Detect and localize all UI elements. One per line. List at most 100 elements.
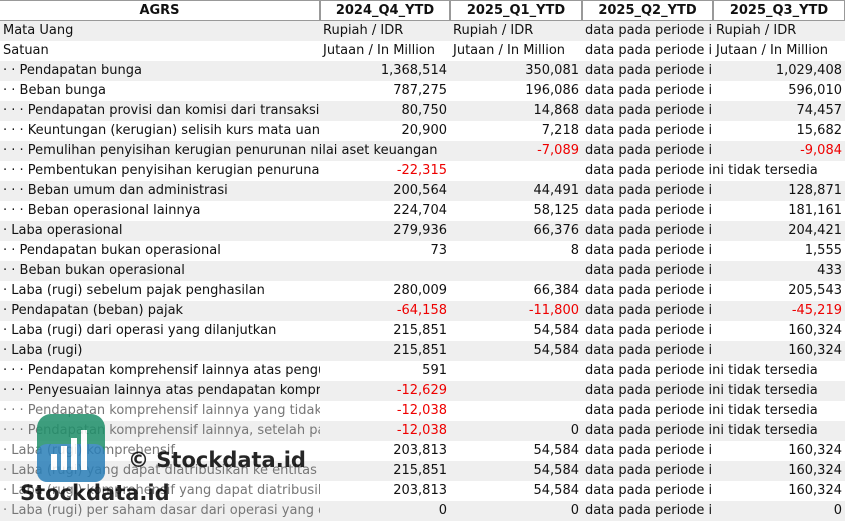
cell-value: data pada periode ini tidak tersedia [585, 23, 713, 38]
cell-value: 433 [817, 263, 842, 278]
row-background [0, 41, 845, 61]
cell-value: Rupiah / IDR [323, 23, 404, 38]
row-label: · Laba (rugi) [3, 343, 83, 358]
cell-value: 54,584 [533, 323, 580, 338]
cell-value: Jutaan / In Million [453, 43, 566, 58]
cell-value: data pada periode ini tidak tersedia [585, 443, 713, 458]
cell-value: 160,324 [788, 483, 842, 498]
cell-value: 58,125 [533, 203, 580, 218]
cell-value: 20,900 [401, 123, 448, 138]
cell-value: data pada periode ini tidak tersedia [585, 263, 713, 278]
cell-value: 203,813 [393, 483, 447, 498]
cell-value: data pada periode ini tidak tersedia [585, 303, 713, 318]
row-label: · · Pendapatan bunga [3, 63, 142, 78]
cell-value: -12,629 [396, 383, 447, 398]
row-background [0, 361, 845, 381]
cell-value: 14,868 [533, 103, 580, 118]
row-background [0, 121, 845, 141]
cell-value: data pada periode ini tidak tersedia [585, 123, 713, 138]
cell-value: data pada periode ini tidak tersedia [585, 463, 713, 478]
row-label: · Laba (rugi) sebelum pajak penghasilan [3, 283, 265, 298]
header-title: AGRS [0, 0, 320, 21]
row-background [0, 61, 845, 81]
cell-value: data pada periode ini tidak tersedia [585, 503, 713, 518]
cell-value: 44,491 [533, 183, 580, 198]
cell-value: 215,851 [393, 463, 447, 478]
cell-value: 160,324 [788, 443, 842, 458]
row-background [0, 181, 845, 201]
row-background [0, 321, 845, 341]
cell-value: data pada periode ini tidak tersedia [585, 283, 713, 298]
cell-value: 0 [570, 503, 579, 518]
cell-value: 15,682 [796, 123, 843, 138]
cell-value: data pada periode ini tidak tersedia [585, 423, 818, 438]
row-background [0, 401, 845, 421]
cell-value: 160,324 [788, 463, 842, 478]
cell-value: Rupiah / IDR [716, 23, 797, 38]
cell-value: 74,457 [796, 103, 843, 118]
row-label: Satuan [3, 43, 49, 58]
cell-value: 596,010 [788, 83, 842, 98]
cell-value: 200,564 [393, 183, 447, 198]
cell-value: 591 [422, 363, 447, 378]
cell-value: 196,086 [525, 83, 579, 98]
cell-value: 350,081 [525, 63, 579, 78]
cell-value: data pada periode ini tidak tersedia [585, 203, 713, 218]
row-label: · Pendapatan (beban) pajak [3, 303, 184, 318]
cell-value: 0 [570, 423, 579, 438]
cell-value: -9,084 [800, 143, 842, 158]
row-label: · · · Pendapatan komprehensif lainnya at… [3, 363, 320, 378]
row-label: · Laba (rugi) komprehensif yang dapat di… [3, 483, 320, 498]
cell-value: 1,555 [804, 243, 842, 258]
cell-value: 7,218 [541, 123, 579, 138]
column-header: 2025_Q2_YTD [582, 0, 713, 21]
cell-value: 54,584 [533, 463, 580, 478]
cell-value: 181,161 [788, 203, 842, 218]
row-label: · · Beban bukan operasional [3, 263, 185, 278]
cell-value: data pada periode ini tidak tersedia [585, 183, 713, 198]
cell-value: data pada periode ini tidak tersedia [585, 143, 713, 158]
cell-value: data pada periode ini tidak tersedia [585, 323, 713, 338]
cell-value: 54,584 [533, 343, 580, 358]
column-header: 2025_Q1_YTD [450, 0, 582, 21]
row-background [0, 141, 845, 161]
row-label: · · · Pembentukan penyisihan kerugian pe… [3, 163, 320, 178]
cell-value: 279,936 [393, 223, 447, 238]
cell-value: 160,324 [788, 323, 842, 338]
cell-value: 160,324 [788, 343, 842, 358]
row-label: · · · Beban umum dan administrasi [3, 183, 228, 198]
cell-value: 215,851 [393, 323, 447, 338]
cell-value: 204,421 [788, 223, 842, 238]
row-background [0, 421, 845, 441]
cell-value: -22,315 [396, 163, 447, 178]
row-background [0, 481, 845, 501]
row-background [0, 241, 845, 261]
row-background [0, 461, 845, 481]
row-label: · · · Pemulihan penyisihan kerugian penu… [3, 143, 438, 158]
watermark-logo-text: Stockdata.id [20, 481, 170, 505]
cell-value: data pada periode ini tidak tersedia [585, 343, 713, 358]
cell-value: 8 [570, 243, 579, 258]
cell-value: Jutaan / In Million [716, 43, 829, 58]
cell-value: Rupiah / IDR [453, 23, 534, 38]
cell-value: data pada periode ini tidak tersedia [585, 223, 713, 238]
cell-value: data pada periode ini tidak tersedia [585, 83, 713, 98]
cell-value: data pada periode ini tidak tersedia [585, 63, 713, 78]
cell-value: 73 [430, 243, 447, 258]
row-label: · Laba operasional [3, 223, 123, 238]
row-label: · · Pendapatan bukan operasional [3, 243, 221, 258]
row-label: · · · Beban operasional lainnya [3, 203, 201, 218]
cell-value: 80,750 [401, 103, 448, 118]
cell-value: data pada periode ini tidak tersedia [585, 243, 713, 258]
row-background [0, 441, 845, 461]
row-label: · Laba (rugi) per saham dasar dari opera… [3, 503, 320, 518]
cell-value: data pada periode ini tidak tersedia [585, 103, 713, 118]
row-background [0, 381, 845, 401]
cell-value: 203,813 [393, 443, 447, 458]
row-label: · Laba (rugi) dari operasi yang dilanjut… [3, 323, 277, 338]
column-header: 2025_Q3_YTD [713, 0, 845, 21]
cell-value: 0 [833, 503, 842, 518]
row-background [0, 281, 845, 301]
cell-value: 787,275 [393, 83, 447, 98]
